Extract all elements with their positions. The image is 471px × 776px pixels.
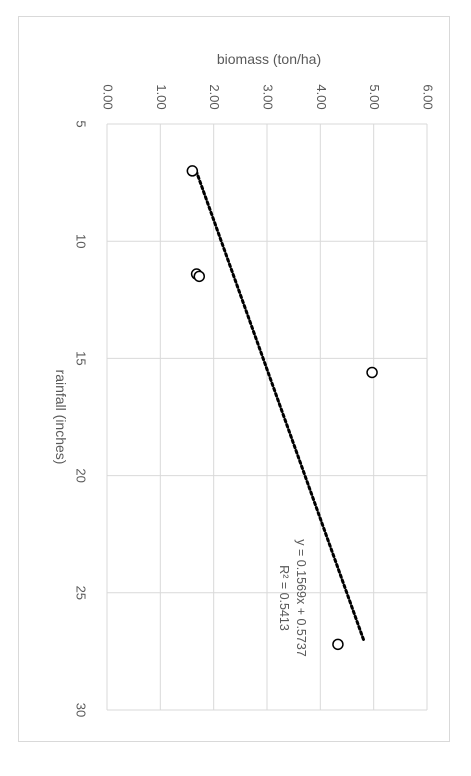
data-points	[186, 165, 378, 651]
y-axis-title: biomass (ton/ha)	[217, 51, 321, 67]
x-tick-label: 5	[74, 120, 89, 127]
y-tick-label: 2.00	[207, 84, 222, 109]
y-tick-label: 6.00	[421, 84, 436, 109]
data-point	[332, 638, 344, 651]
trendline	[194, 169, 366, 642]
y-tick-label: 0.00	[101, 84, 116, 109]
x-tick-label: 10	[74, 234, 89, 248]
data-point	[186, 165, 199, 177]
y-tick-label: 4.00	[314, 84, 329, 109]
trendline-r-squared: R² = 0.5413	[277, 565, 291, 631]
data-point	[366, 366, 378, 379]
chart-frame	[18, 16, 450, 742]
y-tick-label: 3.00	[261, 84, 276, 109]
x-axis-ticks: 5 10 15 20 25 30	[74, 120, 89, 717]
y-tick-label: 5.00	[367, 84, 382, 109]
x-tick-label: 30	[74, 703, 89, 717]
x-axis-title: rainfall (inches)	[53, 370, 69, 465]
data-point	[193, 270, 206, 283]
y-tick-label: 1.00	[154, 84, 169, 109]
y-axis-ticks: 0.00 1.00 2.00 3.00 4.00 5.00 6.00	[101, 84, 436, 109]
grid-lines	[106, 123, 428, 711]
x-tick-label: 25	[74, 586, 89, 600]
x-tick-label: 15	[74, 351, 89, 365]
x-tick-label: 20	[74, 468, 89, 482]
trendline-equation: y = 0.1569x + 0.5737	[294, 539, 308, 657]
